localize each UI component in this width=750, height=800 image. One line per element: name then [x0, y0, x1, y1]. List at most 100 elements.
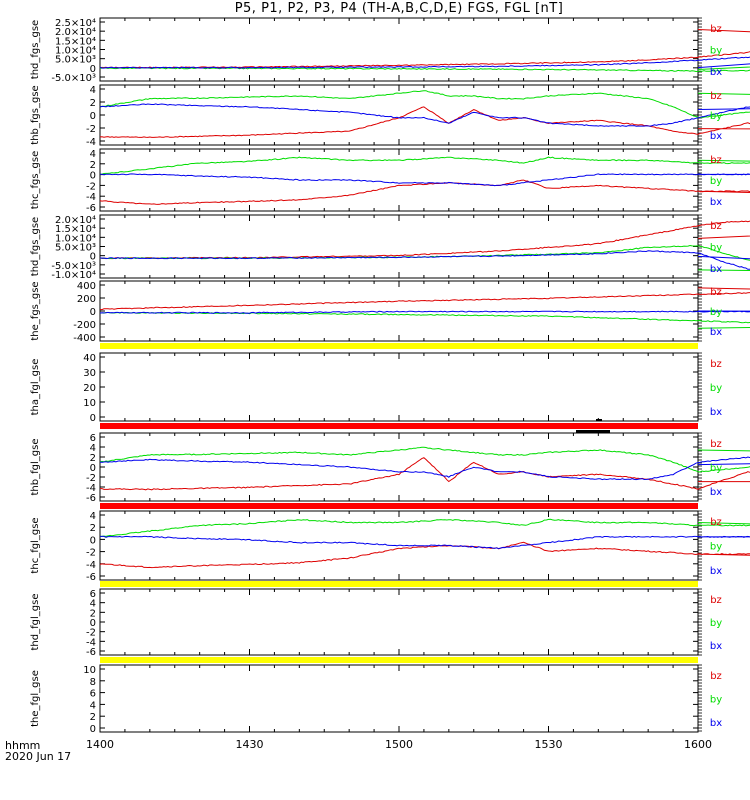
y-tick-label: -2	[86, 628, 96, 639]
status-bar-0	[100, 343, 698, 349]
series-bz-line	[99, 220, 750, 260]
x-tick-label: 1400	[86, 738, 114, 751]
y-tick-label: -2	[86, 548, 96, 559]
series-bx-line	[99, 173, 750, 187]
y-tick-label: -2	[86, 473, 96, 484]
series-bx-line	[99, 456, 750, 481]
series-bz-line	[100, 457, 750, 491]
y-tick-label: -5.0×10³	[51, 73, 96, 84]
x-tick-label: 1500	[385, 738, 413, 751]
y-tick-label: 2	[90, 160, 96, 171]
y-axis-label: thd_fgs_gse	[30, 217, 41, 276]
series-by-line	[99, 66, 750, 73]
y-tick-label: 2	[90, 523, 96, 534]
panel-frame	[99, 280, 699, 342]
y-tick-label: -6	[86, 493, 96, 504]
legend-bz: bz	[710, 91, 722, 102]
y-axis-label: thb_fgl_gse	[30, 439, 41, 496]
y-tick-label: -4	[86, 637, 96, 648]
y-tick-label: 40	[83, 353, 96, 364]
y-tick-label: -2	[86, 181, 96, 192]
y-tick-label: 1.0×10⁴	[55, 46, 96, 57]
y-tick-label: 30	[83, 368, 96, 379]
y-tick-label: -2	[86, 124, 96, 135]
legend-bz: bz	[710, 671, 722, 682]
y-tick-label: 1.5×10⁴	[55, 36, 96, 47]
y-axis-label: tha_fgl_gse	[30, 359, 41, 416]
y-tick-label: -4	[86, 560, 96, 571]
panel-frame	[99, 148, 699, 212]
panel-frame	[99, 432, 699, 502]
panel-1: 4 2 0 -2 -4 thb_fgs_gse bz by bx	[30, 84, 750, 148]
x-tick-label: 1430	[236, 738, 264, 751]
panel-frame	[99, 588, 699, 656]
x-tick-label: 1530	[535, 738, 563, 751]
y-tick-label: -5.0×10³	[51, 261, 96, 272]
y-tick-label: 0	[90, 724, 96, 735]
y-tick-label: 4	[90, 599, 96, 610]
legend-bz: bz	[710, 359, 722, 370]
y-tick-label: 2.0×10⁴	[55, 27, 96, 38]
y-tick-label: 0	[90, 463, 96, 474]
legend-bx: bx	[710, 327, 722, 338]
y-tick-label: 5.0×10³	[55, 55, 96, 66]
y-tick-label: 6	[90, 689, 96, 700]
y-tick-label: 2	[90, 453, 96, 464]
y-tick-label: 0	[90, 252, 96, 263]
y-tick-label: 2	[90, 98, 96, 109]
status-bar-1	[100, 423, 698, 429]
panel-2: 420-2-4-6 thc_fgs_gse bz by bx	[30, 148, 750, 214]
panel-frame	[99, 664, 699, 733]
panel-4: 400 200 0 -200 -400 the_fgs_gse bz by bx	[30, 280, 750, 344]
legend-bx: bx	[710, 131, 722, 142]
series-bz-line	[99, 541, 750, 569]
series-bx-line	[99, 103, 750, 127]
legend-bz: bz	[710, 439, 722, 450]
y-tick-label: 1.5×10⁴	[55, 224, 96, 235]
y-tick-label: 0	[90, 307, 96, 318]
y-tick-label: 6	[90, 589, 96, 600]
y-tick-label: 0	[90, 413, 96, 424]
legend-by: by	[710, 46, 722, 57]
panel-frame	[99, 17, 699, 82]
date-label: 2020 Jun 17	[5, 750, 72, 763]
legend-by: by	[710, 176, 722, 187]
panel-7: 420 -2-4-6 thc_fgl_gse bz by bx	[30, 510, 750, 583]
y-tick-label: 0	[90, 111, 96, 122]
legend-bz: bz	[710, 595, 722, 606]
status-bar-4	[100, 657, 698, 663]
panel-frame	[99, 214, 699, 279]
series-by-line	[99, 90, 750, 119]
y-tick-label: -400	[73, 333, 96, 344]
y-tick-label: 2.0×10⁴	[55, 215, 96, 226]
state-bar-marker	[576, 430, 610, 433]
y-tick-label: 0	[90, 64, 96, 75]
y-tick-label: 4	[90, 511, 96, 522]
legend-by: by	[710, 463, 722, 474]
y-tick-label: 2	[90, 712, 96, 723]
panel-5: 40 30 20 10 0 tha_fgl_gse bz by bx	[30, 352, 722, 424]
y-tick-label: 0	[90, 618, 96, 629]
y-tick-label: 2.5×10⁴	[55, 18, 96, 29]
y-tick-label: -6	[86, 203, 96, 214]
y-tick-label: 8	[90, 677, 96, 688]
legend-bx: bx	[710, 566, 722, 577]
panel-0: 2.5×10⁴2.0×10⁴1.5×10⁴1.0×10⁴5.0×10³0-5.0…	[30, 17, 750, 84]
legend-by: by	[710, 695, 722, 706]
y-axis-label: thc_fgl_gse	[30, 517, 41, 573]
y-tick-label: 2	[90, 608, 96, 619]
y-tick-label: 4	[90, 85, 96, 96]
series-by-line	[99, 156, 750, 175]
legend-by: by	[710, 307, 722, 318]
chart-title: P5, P1, P2, P3, P4 (TH-A,B,C,D,E) FGS, F…	[234, 1, 564, 16]
y-tick-label: 4	[90, 443, 96, 454]
y-tick-label: 0	[90, 171, 96, 182]
status-bar-2	[100, 503, 698, 509]
series-bz-line	[99, 287, 750, 311]
legend-bx: bx	[710, 67, 722, 78]
legend-bz: bz	[710, 287, 722, 298]
series-bx-line	[99, 310, 750, 314]
